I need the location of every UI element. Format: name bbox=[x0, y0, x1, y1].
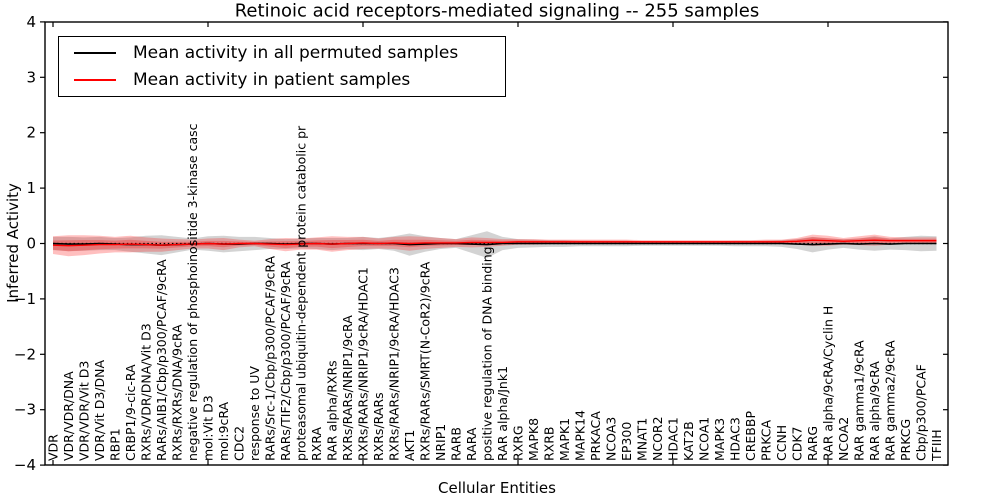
legend-item-permuted: Mean activity in all permuted samples bbox=[59, 43, 505, 63]
x-tick-label: RAR gamma2/9cRA bbox=[883, 340, 898, 461]
y-axis-label: Inferred Activity bbox=[4, 183, 22, 303]
x-tick-label: RARG bbox=[805, 426, 820, 461]
x-tick-label: HDAC1 bbox=[666, 417, 681, 461]
x-tick-label: CREBBP bbox=[743, 411, 758, 461]
y-tick-label: −4 bbox=[14, 456, 36, 474]
y-tick-label: 4 bbox=[26, 13, 36, 31]
x-axis-label: Cellular Entities bbox=[438, 479, 556, 497]
x-tick-label: RXRG bbox=[511, 425, 526, 461]
x-tick-label: RARB bbox=[449, 427, 464, 461]
x-tick-label: KAT2B bbox=[681, 421, 696, 461]
x-tick-label: VDR/VDR/DNA bbox=[61, 371, 76, 461]
x-tick-label: HDAC3 bbox=[728, 417, 743, 461]
x-tick-label: MAPK8 bbox=[526, 418, 541, 461]
legend-label-permuted: Mean activity in all permuted samples bbox=[133, 43, 459, 64]
x-tick-label: PRKCG bbox=[898, 419, 913, 461]
x-tick-label: mol:9cRA bbox=[216, 401, 231, 461]
y-tick-label: 0 bbox=[26, 235, 36, 253]
x-tick-label: RARA bbox=[464, 427, 479, 461]
legend-label-patient: Mean activity in patient samples bbox=[133, 69, 411, 90]
x-tick-label: RXRs/RARs bbox=[371, 392, 386, 461]
x-tick-label: VDR bbox=[46, 434, 61, 461]
x-tick-label: VDR/Vit D3/DNA bbox=[92, 360, 107, 461]
x-tick-label: RAR alpha/Jnk1 bbox=[495, 366, 510, 461]
x-tick-label: RXRs/RARs/NRIP1/9cRA/HDAC3 bbox=[387, 267, 402, 461]
x-tick-label: CRBP1/9-cic-RA bbox=[123, 364, 138, 461]
x-tick-label: NCOA3 bbox=[604, 417, 619, 461]
patient-mean-line bbox=[52, 239, 937, 247]
x-tick-label: CDC2 bbox=[232, 426, 247, 461]
x-tick-label: PRKACA bbox=[588, 411, 603, 461]
x-tick-label: RXRs/VDR/DNA/Vit D3 bbox=[139, 323, 154, 461]
x-tick-label: proteasomal ubiquitin-dependent protein … bbox=[294, 125, 309, 461]
legend-line-sample-red bbox=[74, 78, 116, 81]
x-tick-label: EP300 bbox=[619, 422, 634, 461]
x-tick-label: VDR/VDR/Vit D3 bbox=[77, 361, 92, 461]
y-tick-label: 2 bbox=[26, 124, 36, 142]
x-tick-label: RXRB bbox=[542, 426, 557, 461]
x-tick-label: positive regulation of DNA binding bbox=[480, 246, 495, 461]
x-tick-label: mol:Vit D3 bbox=[201, 395, 216, 461]
y-tick-label: −3 bbox=[14, 401, 36, 419]
patient-band-outer bbox=[53, 234, 937, 257]
x-tick-label: Cbp/p300/PCAF bbox=[914, 364, 929, 461]
chart-title: Retinoic acid receptors-mediated signali… bbox=[234, 0, 760, 22]
x-tick-label: RXRs/RARs/NRIP1/9cRA/HDAC1 bbox=[356, 267, 371, 461]
x-tick-label: CDK7 bbox=[790, 426, 805, 461]
x-tick-label: RXRs/RXRs/DNA/9cRA bbox=[170, 324, 185, 461]
y-tick-label: 3 bbox=[26, 68, 36, 86]
x-tick-label: RAR gamma1/9cRA bbox=[852, 340, 867, 461]
x-tick-label: RXRs/RARs/SMRT(N-CoR2)/9cRA bbox=[418, 261, 433, 461]
x-tick-label: negative regulation of phosphoinositide … bbox=[185, 123, 200, 461]
x-tick-label: RAR alpha/9cRA/Cyclin H bbox=[821, 306, 836, 461]
x-tick-label: response to UV bbox=[247, 366, 262, 461]
x-tick-label: RAR alpha/9cRA bbox=[867, 361, 882, 461]
x-tick-label: TFIIH bbox=[929, 429, 944, 462]
legend: Mean activity in all permuted samples Me… bbox=[58, 36, 506, 97]
x-tick-label: RXRs/RARs/NRIP1/9cRA bbox=[340, 315, 355, 461]
x-tick-label: RAR alpha/RXRs bbox=[325, 360, 340, 461]
legend-item-patient: Mean activity in patient samples bbox=[59, 70, 505, 90]
x-tick-label: MAPK3 bbox=[712, 418, 727, 461]
x-tick-label: MAPK14 bbox=[573, 410, 588, 461]
y-tick-label: −2 bbox=[14, 345, 36, 363]
x-tick-label: NCOA1 bbox=[697, 417, 712, 461]
x-tick-label: NCOR2 bbox=[650, 416, 665, 461]
x-tick-label: RBP1 bbox=[108, 428, 123, 461]
x-tick-label: AKT1 bbox=[402, 430, 417, 461]
x-tick-label: NRIP1 bbox=[433, 424, 448, 461]
x-tick-label: RARs/Src-1/Cbp/p300/PCAF/9cRA bbox=[263, 255, 278, 461]
legend-line-sample-black bbox=[74, 52, 116, 55]
x-tick-label: CCNH bbox=[774, 425, 789, 461]
x-tick-label: PRKCA bbox=[759, 420, 774, 461]
x-tick-label: RARs/AIB1/Cbp/p300/PCAF/9cRA bbox=[154, 259, 169, 461]
y-tick-label: −1 bbox=[14, 290, 36, 308]
x-tick-label: RARs/TIF2/Cbp/p300/PCAF/9cRA bbox=[278, 261, 293, 461]
x-tick-label: MAPK1 bbox=[557, 418, 572, 461]
y-tick-label: 1 bbox=[26, 179, 36, 197]
x-tick-label: MNAT1 bbox=[635, 418, 650, 461]
x-tick-label: NCOA2 bbox=[836, 417, 851, 461]
x-tick-label: RXRA bbox=[309, 427, 324, 461]
